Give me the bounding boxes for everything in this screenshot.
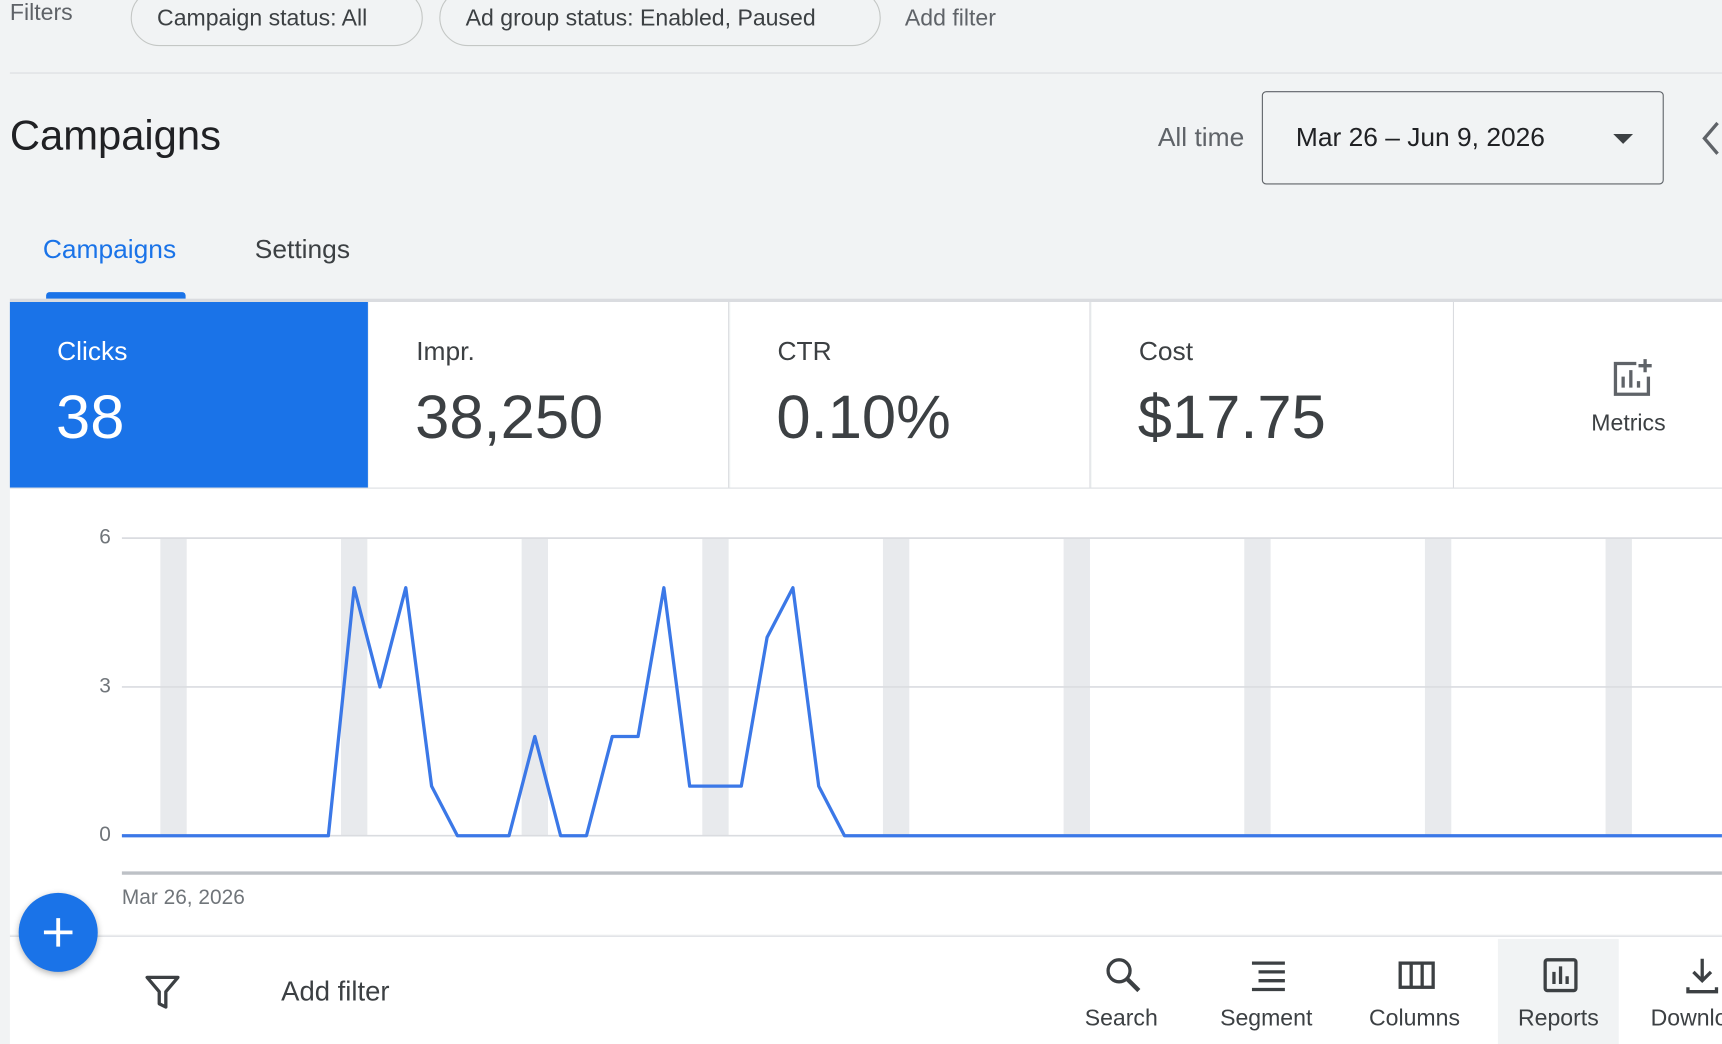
search-icon: [1106, 958, 1141, 993]
add-filter[interactable]: Add filter: [904, 5, 996, 31]
filter-chip[interactable]: Ad group status: Enabled, Paused: [439, 0, 881, 47]
toolbar-button[interactable]: Search: [1061, 939, 1182, 1044]
date-picker[interactable]: Mar 26 – Jun 9, 2026: [1261, 91, 1664, 185]
metric-value: 38: [56, 382, 125, 452]
metric-card[interactable]: Impr. 38,250: [368, 302, 730, 488]
button-label: Columns: [1368, 1005, 1460, 1032]
metric-label: Impr.: [416, 337, 475, 367]
data-line: [121, 586, 1722, 838]
filters-label: Filters: [9, 0, 73, 26]
y-tick-label: 6: [99, 526, 111, 549]
metric-value: $17.75: [1137, 382, 1326, 452]
plus-icon: [43, 918, 73, 947]
button-label: Download: [1650, 1005, 1722, 1032]
date-range: Mar 26 – Jun 9, 2026: [1295, 122, 1545, 153]
toolbar: [9, 935, 1722, 1044]
metric-value: 0.10%: [776, 382, 951, 452]
button-label: Search: [1084, 1005, 1158, 1032]
segment-icon: [1251, 961, 1285, 992]
metric-label: CTR: [777, 337, 832, 367]
download-icon: [1686, 958, 1719, 994]
button-label: Reports: [1517, 1005, 1599, 1032]
metrics-icon: [1613, 359, 1652, 396]
button-label: Segment: [1220, 1005, 1313, 1032]
filter-icon[interactable]: [144, 973, 181, 1010]
x-tick-label: Mar 26, 2026: [122, 886, 245, 909]
metric-card[interactable]: Cost $17.75: [1091, 302, 1455, 488]
metric-card[interactable]: Clicks 38: [9, 302, 368, 488]
reports-icon: [1543, 958, 1578, 993]
metric-value: 38,250: [415, 382, 604, 452]
tab-indicator: [46, 292, 186, 299]
y-tick-label: 3: [99, 674, 111, 697]
metrics-button[interactable]: Metrics: [1454, 302, 1722, 488]
columns-icon: [1398, 961, 1435, 989]
metric-label: Cost: [1138, 337, 1194, 367]
divider: [9, 298, 1722, 303]
toolbar-button[interactable]: Segment: [1206, 939, 1327, 1044]
dropdown-caret: [1613, 133, 1634, 144]
metrics-label: Metrics: [1591, 410, 1666, 436]
prev-arrow[interactable]: [1700, 121, 1722, 156]
range-label: All time: [1157, 122, 1245, 153]
page-title: Campaigns: [9, 113, 221, 160]
metric-card[interactable]: CTR 0.10%: [730, 302, 1091, 488]
chart-background: [9, 488, 1722, 935]
toolbar-button[interactable]: Download: [1642, 939, 1722, 1044]
tab[interactable]: Settings: [254, 235, 351, 265]
y-tick-label: 0: [99, 823, 111, 846]
toolbar-button[interactable]: Reports: [1497, 938, 1619, 1044]
metric-label: Clicks: [57, 337, 128, 367]
tab-active[interactable]: Campaigns: [42, 235, 177, 265]
create-button[interactable]: [18, 892, 98, 972]
filter-chip[interactable]: Campaign status: All: [130, 0, 423, 47]
divider: [9, 487, 1722, 489]
divider: [9, 72, 1722, 74]
toolbar-button[interactable]: Columns: [1354, 939, 1475, 1044]
add-filter[interactable]: Add filter: [281, 976, 390, 1008]
